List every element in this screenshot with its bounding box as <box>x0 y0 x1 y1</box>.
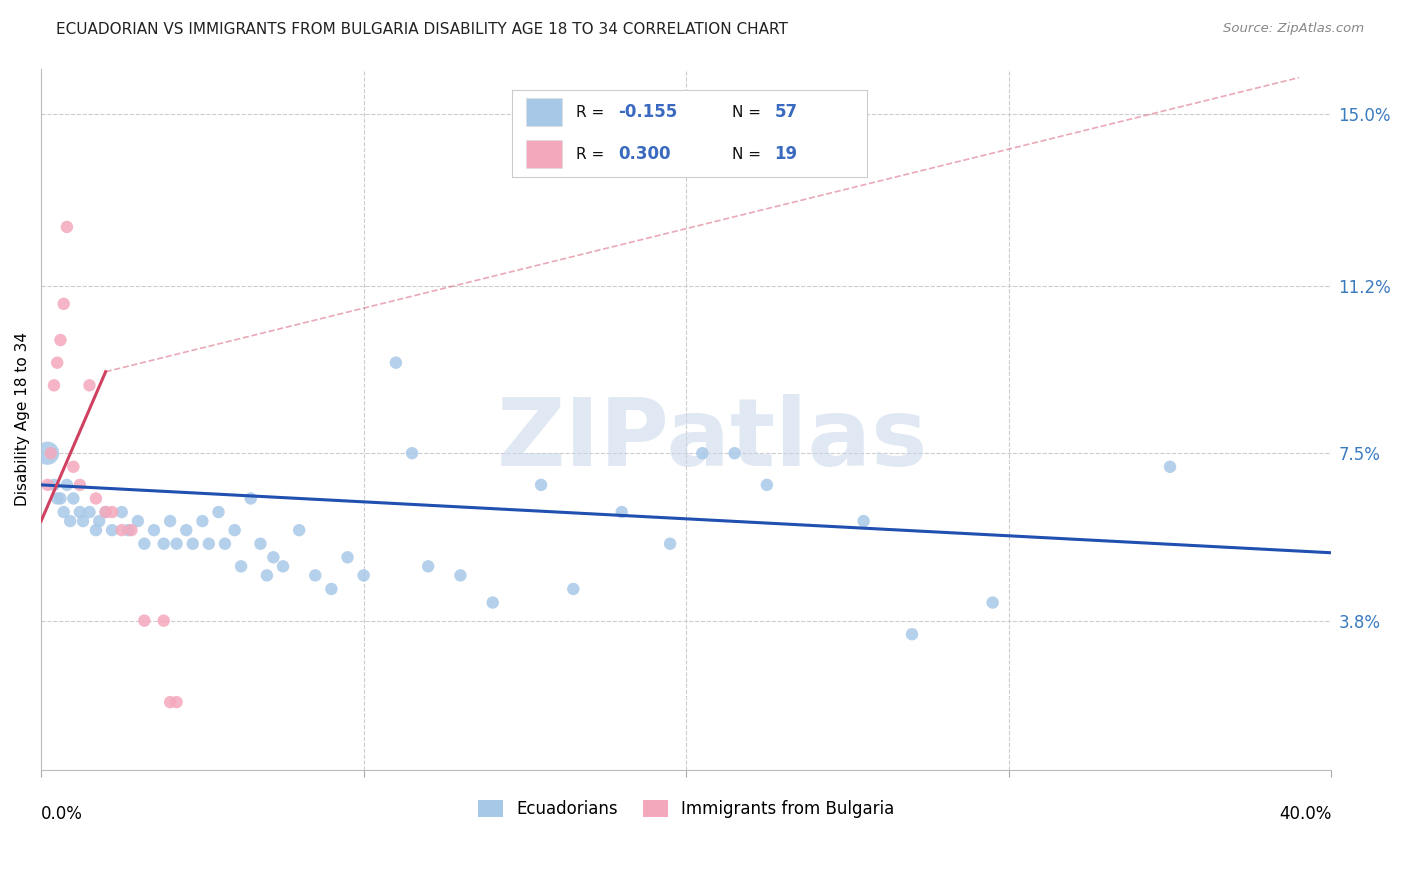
Point <box>159 514 181 528</box>
Text: 40.0%: 40.0% <box>1279 805 1331 823</box>
Point <box>37 446 59 460</box>
Point <box>94 505 117 519</box>
Point <box>224 523 246 537</box>
Point <box>159 695 181 709</box>
Point <box>401 446 423 460</box>
Point <box>79 505 101 519</box>
Point <box>52 297 75 311</box>
Point <box>111 523 134 537</box>
Point <box>418 559 440 574</box>
Point <box>134 537 156 551</box>
Point <box>249 537 271 551</box>
Point <box>166 537 188 551</box>
Point <box>49 333 72 347</box>
Point <box>127 514 149 528</box>
Point <box>214 537 236 551</box>
Point <box>152 537 174 551</box>
Point <box>120 523 142 537</box>
Point <box>181 537 204 551</box>
Point <box>530 478 553 492</box>
Point <box>659 537 682 551</box>
Point <box>39 446 62 460</box>
Point <box>1159 459 1181 474</box>
Point <box>191 514 214 528</box>
Point <box>111 505 134 519</box>
Point <box>37 478 59 492</box>
Legend: Ecuadorians, Immigrants from Bulgaria: Ecuadorians, Immigrants from Bulgaria <box>471 793 901 825</box>
Point <box>981 596 1004 610</box>
Point <box>755 478 778 492</box>
Point <box>385 356 408 370</box>
Point <box>59 514 82 528</box>
Point <box>271 559 294 574</box>
Point <box>42 478 65 492</box>
Point <box>56 219 79 234</box>
Point <box>69 478 91 492</box>
Point <box>336 550 359 565</box>
Point <box>239 491 262 506</box>
Point <box>46 356 69 370</box>
Point <box>134 614 156 628</box>
Point <box>152 614 174 628</box>
Text: 0.0%: 0.0% <box>41 805 83 823</box>
Text: ECUADORIAN VS IMMIGRANTS FROM BULGARIA DISABILITY AGE 18 TO 34 CORRELATION CHART: ECUADORIAN VS IMMIGRANTS FROM BULGARIA D… <box>56 22 789 37</box>
Point <box>72 514 94 528</box>
Point <box>46 491 69 506</box>
Point <box>62 491 84 506</box>
Point <box>89 514 111 528</box>
Point <box>52 505 75 519</box>
Point <box>321 582 343 596</box>
Point <box>49 491 72 506</box>
Point <box>69 505 91 519</box>
Point <box>262 550 284 565</box>
Point <box>723 446 745 460</box>
Point <box>117 523 139 537</box>
Point <box>198 537 221 551</box>
Point <box>207 505 229 519</box>
Point <box>610 505 633 519</box>
Point <box>562 582 585 596</box>
Point <box>852 514 875 528</box>
Point <box>56 478 79 492</box>
Point <box>42 378 65 392</box>
Point <box>256 568 278 582</box>
Point <box>174 523 197 537</box>
Point <box>901 627 924 641</box>
Point <box>101 505 124 519</box>
Point <box>143 523 166 537</box>
Point <box>94 505 117 519</box>
Point <box>304 568 326 582</box>
Point <box>79 378 101 392</box>
Point <box>101 523 124 537</box>
Point <box>288 523 311 537</box>
Point <box>692 446 714 460</box>
Point <box>229 559 252 574</box>
Point <box>353 568 375 582</box>
Point <box>481 596 503 610</box>
Point <box>62 459 84 474</box>
Point <box>449 568 471 582</box>
Point <box>84 523 107 537</box>
Text: ZIPatlas: ZIPatlas <box>496 394 928 486</box>
Text: Source: ZipAtlas.com: Source: ZipAtlas.com <box>1223 22 1364 36</box>
Point <box>166 695 188 709</box>
Point <box>84 491 107 506</box>
Y-axis label: Disability Age 18 to 34: Disability Age 18 to 34 <box>15 332 30 507</box>
